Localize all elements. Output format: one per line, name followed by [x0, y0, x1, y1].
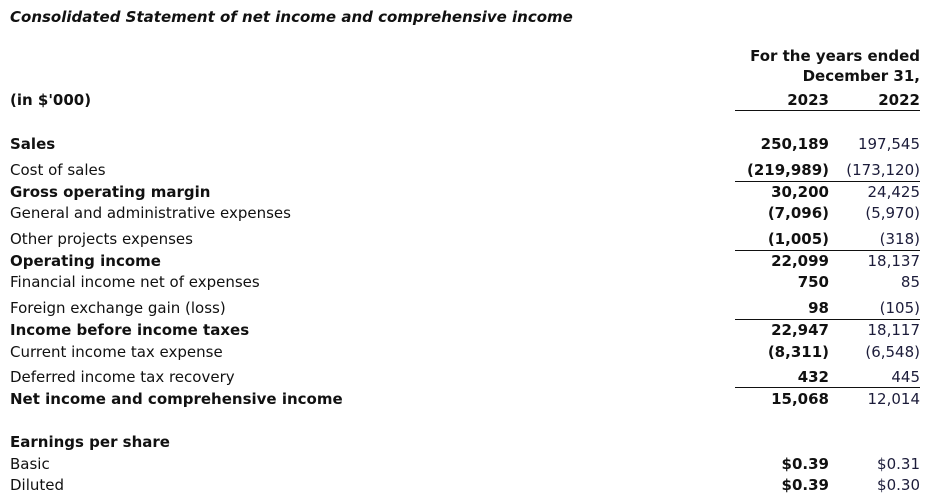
table-row: Current income tax expense (8,311) (6,548): [0, 342, 928, 362]
value-2022: 18,117: [867, 321, 921, 339]
row-label: Cost of sales: [10, 161, 106, 179]
row-label: Income before income taxes: [10, 321, 250, 339]
table-row: Foreign exchange gain (loss) 98 (105): [0, 298, 928, 318]
value-2022: 85: [900, 273, 920, 291]
value-2023: 15,068: [771, 390, 829, 408]
row-label: Financial income net of expenses: [10, 273, 260, 291]
value-2023: (1,005): [767, 230, 829, 248]
value-2022: 24,425: [867, 183, 921, 201]
row-label: General and administrative expenses: [10, 204, 291, 222]
value-2023: 250,189: [760, 135, 829, 153]
value-2022: (105): [879, 299, 920, 317]
value-2022: 197,545: [857, 135, 920, 153]
value-2022: $0.30: [877, 476, 920, 494]
row-label: Current income tax expense: [10, 343, 223, 361]
table-row: Financial income net of expenses 750 85: [0, 272, 928, 292]
value-2022: 18,137: [867, 252, 921, 270]
value-2023: (7,096): [767, 204, 829, 222]
units-row: (in $'000) 2023 2022: [0, 90, 928, 110]
row-label: Diluted: [10, 476, 65, 494]
value-2023: 98: [808, 299, 829, 317]
period-header: For the years ended December 31,: [750, 46, 920, 86]
table-row: Deferred income tax recovery 432 445: [0, 367, 928, 387]
table-row: General and administrative expenses (7,09…: [0, 203, 928, 223]
value-2023: 750: [797, 273, 829, 291]
table-row: Diluted $0.39 $0.30: [0, 475, 928, 495]
value-2023: $0.39: [781, 455, 829, 473]
table-row: Income before income taxes 22,947 18,117: [0, 320, 928, 340]
divider: [735, 250, 920, 251]
header-line1: For the years ended: [750, 47, 920, 65]
table-row: Other projects expenses (1,005) (318): [0, 229, 928, 249]
divider: [735, 319, 920, 320]
row-label: Gross operating margin: [10, 183, 211, 201]
table-row: Sales 250,189 197,545: [0, 134, 928, 154]
value-2023: (8,311): [767, 343, 829, 361]
row-label: Foreign exchange gain (loss): [10, 299, 226, 317]
row-label: Other projects expenses: [10, 230, 193, 248]
table-row: Net income and comprehensive income 15,06…: [0, 389, 928, 409]
table-row: Cost of sales (219,989) (173,120): [0, 160, 928, 180]
eps-heading-row: Earnings per share: [0, 432, 928, 452]
row-label: Basic: [10, 455, 50, 473]
value-2022: 445: [891, 368, 920, 386]
value-2022: (5,970): [865, 204, 920, 222]
year-2022: 2022: [878, 91, 920, 109]
table-row: Operating income 22,099 18,137: [0, 251, 928, 271]
table-row: Basic $0.39 $0.31: [0, 454, 928, 474]
units-label: (in $'000): [10, 91, 92, 109]
value-2023: (219,989): [746, 161, 829, 179]
row-label: Deferred income tax recovery: [10, 368, 235, 386]
row-label: Net income and comprehensive income: [10, 390, 343, 408]
divider: [735, 387, 920, 388]
value-2023: 432: [797, 368, 829, 386]
row-label: Sales: [10, 135, 56, 153]
eps-heading: Earnings per share: [10, 433, 170, 451]
value-2022: $0.31: [877, 455, 920, 473]
value-2022: (173,120): [846, 161, 920, 179]
row-label: Operating income: [10, 252, 161, 270]
value-2023: 22,099: [771, 252, 829, 270]
statement-title: Consolidated Statement of net income and…: [10, 8, 573, 26]
value-2022: 12,014: [867, 390, 921, 408]
value-2022: (318): [879, 230, 920, 248]
year-2023: 2023: [787, 91, 829, 109]
table-row: Gross operating margin 30,200 24,425: [0, 182, 928, 202]
value-2022: (6,548): [865, 343, 920, 361]
value-2023: $0.39: [781, 476, 829, 494]
divider: [735, 181, 920, 182]
divider: [735, 110, 920, 111]
value-2023: 22,947: [771, 321, 829, 339]
header-line2: December 31,: [802, 67, 920, 85]
value-2023: 30,200: [771, 183, 829, 201]
